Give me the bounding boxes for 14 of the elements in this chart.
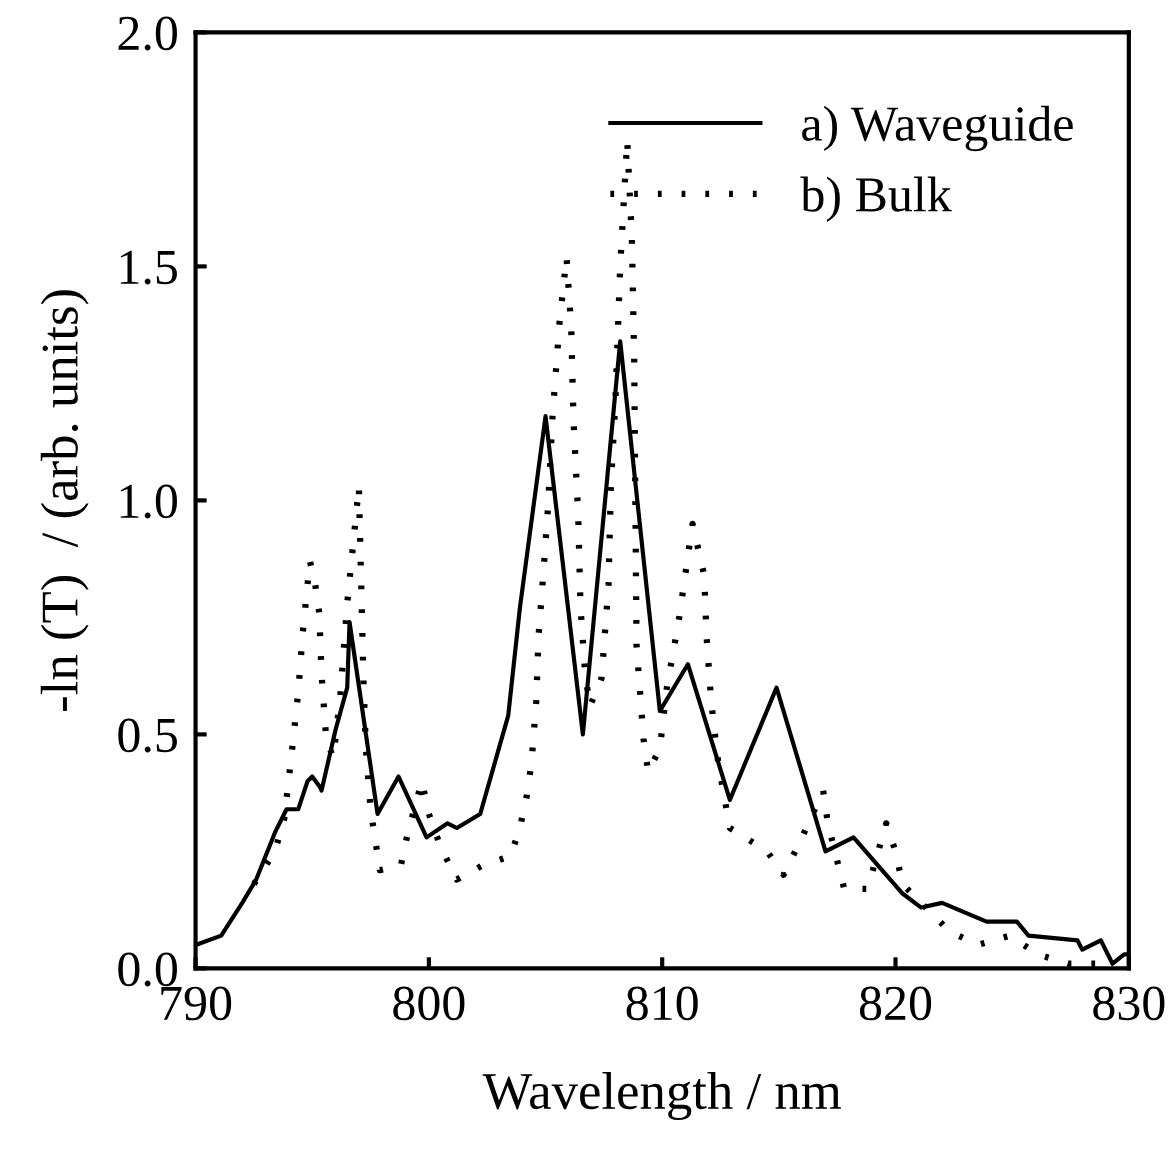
- x-tick-label: 810: [626, 986, 698, 1021]
- legend-label: b) Bulk: [800, 176, 952, 222]
- y-axis-title: -ln (T) / (arb. units): [40, 290, 89, 711]
- y-tick-label: 0.0: [118, 952, 177, 987]
- x-axis-title: Wavelength / nm: [482, 1072, 841, 1121]
- x-tick-label: 800: [393, 986, 465, 1021]
- x-tick-label: 820: [859, 986, 932, 1021]
- x-tick-label: 790: [161, 986, 232, 1021]
- legend-label: a) Waveguide: [802, 105, 1073, 152]
- y-tick-label: 2.0: [118, 16, 177, 51]
- x-tick-label: 830: [1093, 986, 1165, 1021]
- y-tick-label: 1.0: [120, 484, 177, 519]
- y-tick-label: 1.5: [120, 250, 177, 285]
- y-tick-label: 0.5: [118, 718, 177, 753]
